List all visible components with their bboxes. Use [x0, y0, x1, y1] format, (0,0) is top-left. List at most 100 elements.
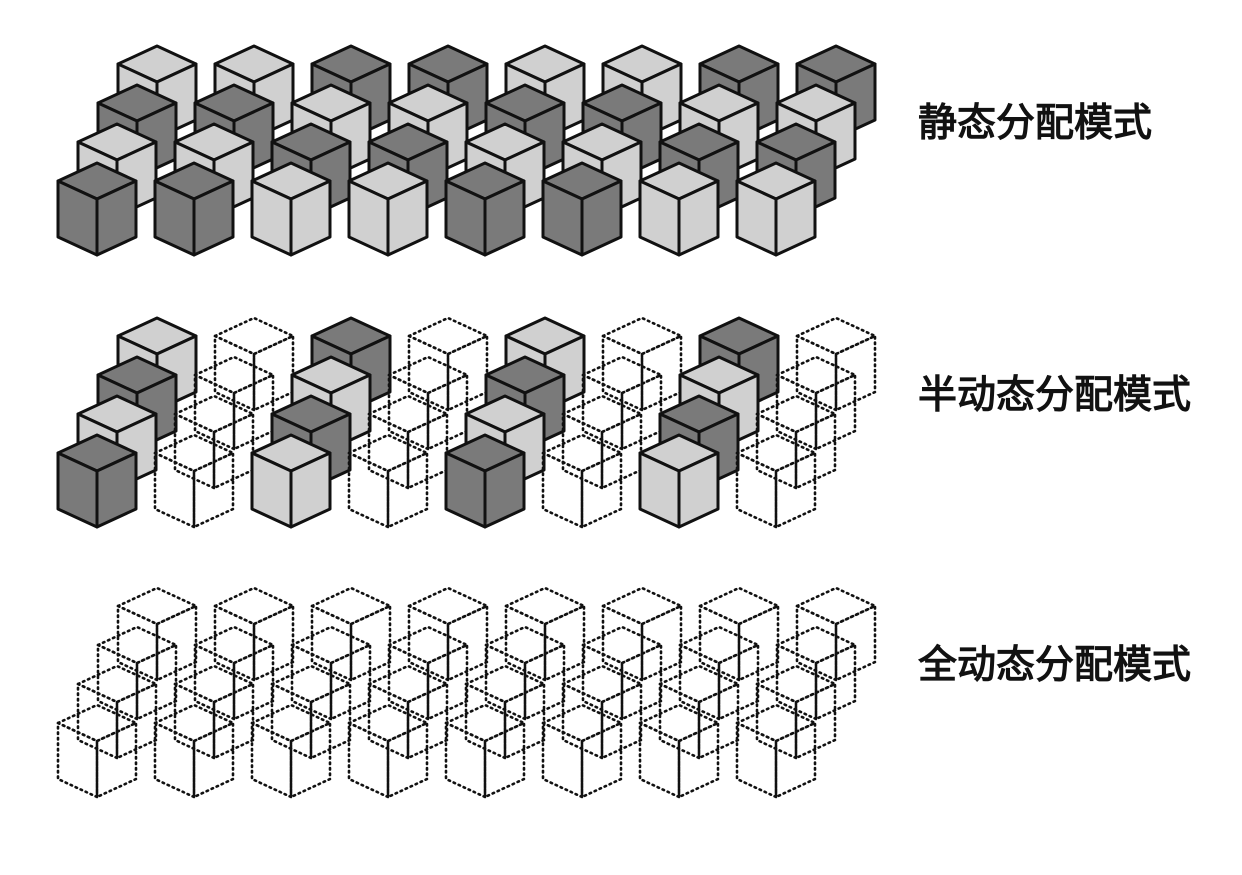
semi-cube-empty [407, 316, 489, 412]
cube-right-face [794, 412, 837, 490]
full-cube-empty [193, 625, 275, 721]
cube-right-face [192, 721, 235, 799]
full-cube-empty [153, 703, 235, 799]
semi-cube-empty [775, 355, 857, 451]
cube-right-face [794, 682, 837, 760]
cube-right-face [192, 179, 235, 257]
full-cube-empty [76, 664, 158, 760]
full-cube-empty [775, 625, 857, 721]
full-cube-empty [173, 664, 255, 760]
cube-right-face [580, 721, 623, 799]
cube-top-face [601, 586, 683, 626]
cube-top-face [638, 703, 720, 743]
cube-right-face [95, 721, 138, 799]
full-cube-empty [444, 703, 526, 799]
cube-right-face [95, 451, 138, 529]
cube-top-face [775, 355, 857, 395]
cube-top-face [541, 433, 623, 473]
static-cube-light [250, 161, 332, 257]
full-cube-empty [116, 586, 198, 682]
cube-right-face [677, 451, 720, 529]
full-cube-empty [213, 586, 295, 682]
full-cube-empty [270, 664, 352, 760]
semi-cube-empty [581, 355, 663, 451]
cube-top-face [153, 433, 235, 473]
full-cube-empty [755, 664, 837, 760]
full-cube-empty [310, 586, 392, 682]
cube-top-face [213, 316, 295, 356]
cube-right-face [774, 721, 817, 799]
semi-cube-empty [601, 316, 683, 412]
semi-cube-empty [541, 433, 623, 529]
semi-cube-dark [56, 433, 138, 529]
full-cube-empty [56, 703, 138, 799]
cube-top-face [96, 625, 178, 665]
cube-right-face [677, 721, 720, 799]
semi-cube-empty [367, 394, 449, 490]
cube-top-face [407, 316, 489, 356]
semi-cube-empty [153, 433, 235, 529]
cube-top-face [755, 664, 837, 704]
cube-top-face [153, 703, 235, 743]
full-cube-empty [735, 703, 817, 799]
cube-right-face [386, 451, 429, 529]
full-dynamic-mode-label: 全动态分配模式 [918, 643, 1192, 688]
cube-right-face [483, 179, 526, 257]
cube-top-face [76, 664, 158, 704]
cube-top-face [775, 625, 857, 665]
full-cube-empty [658, 664, 740, 760]
cube-top-face [678, 625, 760, 665]
cube-right-face [483, 451, 526, 529]
cube-right-face [289, 721, 332, 799]
cube-right-face [289, 179, 332, 257]
semi-cube-light [250, 433, 332, 529]
static-cube-light [638, 161, 720, 257]
cube-right-face [289, 451, 332, 529]
full-cube-empty [407, 586, 489, 682]
cube-top-face [387, 625, 469, 665]
cube-top-face [213, 586, 295, 626]
static-cube-dark [56, 161, 138, 257]
cube-top-face [250, 703, 332, 743]
full-cube-empty [290, 625, 372, 721]
semi-cube-empty [735, 433, 817, 529]
cube-top-face [56, 703, 138, 743]
cube-top-face [601, 316, 683, 356]
full-cube-empty [678, 625, 760, 721]
cube-top-face [735, 433, 817, 473]
cube-top-face [387, 355, 469, 395]
cube-top-face [698, 586, 780, 626]
cube-right-face [774, 179, 817, 257]
cube-right-face [834, 334, 877, 412]
cube-top-face [173, 664, 255, 704]
cube-top-face [541, 703, 623, 743]
cube-top-face [290, 625, 372, 665]
cube-right-face [580, 179, 623, 257]
cube-top-face [658, 664, 740, 704]
static-cube-light [735, 161, 817, 257]
cube-top-face [581, 355, 663, 395]
cube-top-face [484, 625, 566, 665]
cube-top-face [581, 625, 663, 665]
cube-top-face [795, 316, 877, 356]
full-cube-empty [581, 625, 663, 721]
cube-right-face [483, 721, 526, 799]
cube-top-face [116, 586, 198, 626]
cube-top-face [193, 355, 275, 395]
static-cube-dark [153, 161, 235, 257]
full-cube-empty [638, 703, 720, 799]
semi-cube-empty [387, 355, 469, 451]
semi-cube-empty [795, 316, 877, 412]
cube-top-face [561, 394, 643, 434]
semi-dynamic-mode-label: 半动态分配模式 [918, 373, 1192, 418]
static-cube-dark [541, 161, 623, 257]
full-cube-empty [601, 586, 683, 682]
cube-top-face [347, 433, 429, 473]
cube-top-face [173, 394, 255, 434]
full-cube-empty [387, 625, 469, 721]
cube-top-face [735, 703, 817, 743]
full-cube-empty [464, 664, 546, 760]
semi-cube-light [638, 433, 720, 529]
cube-top-face [367, 394, 449, 434]
